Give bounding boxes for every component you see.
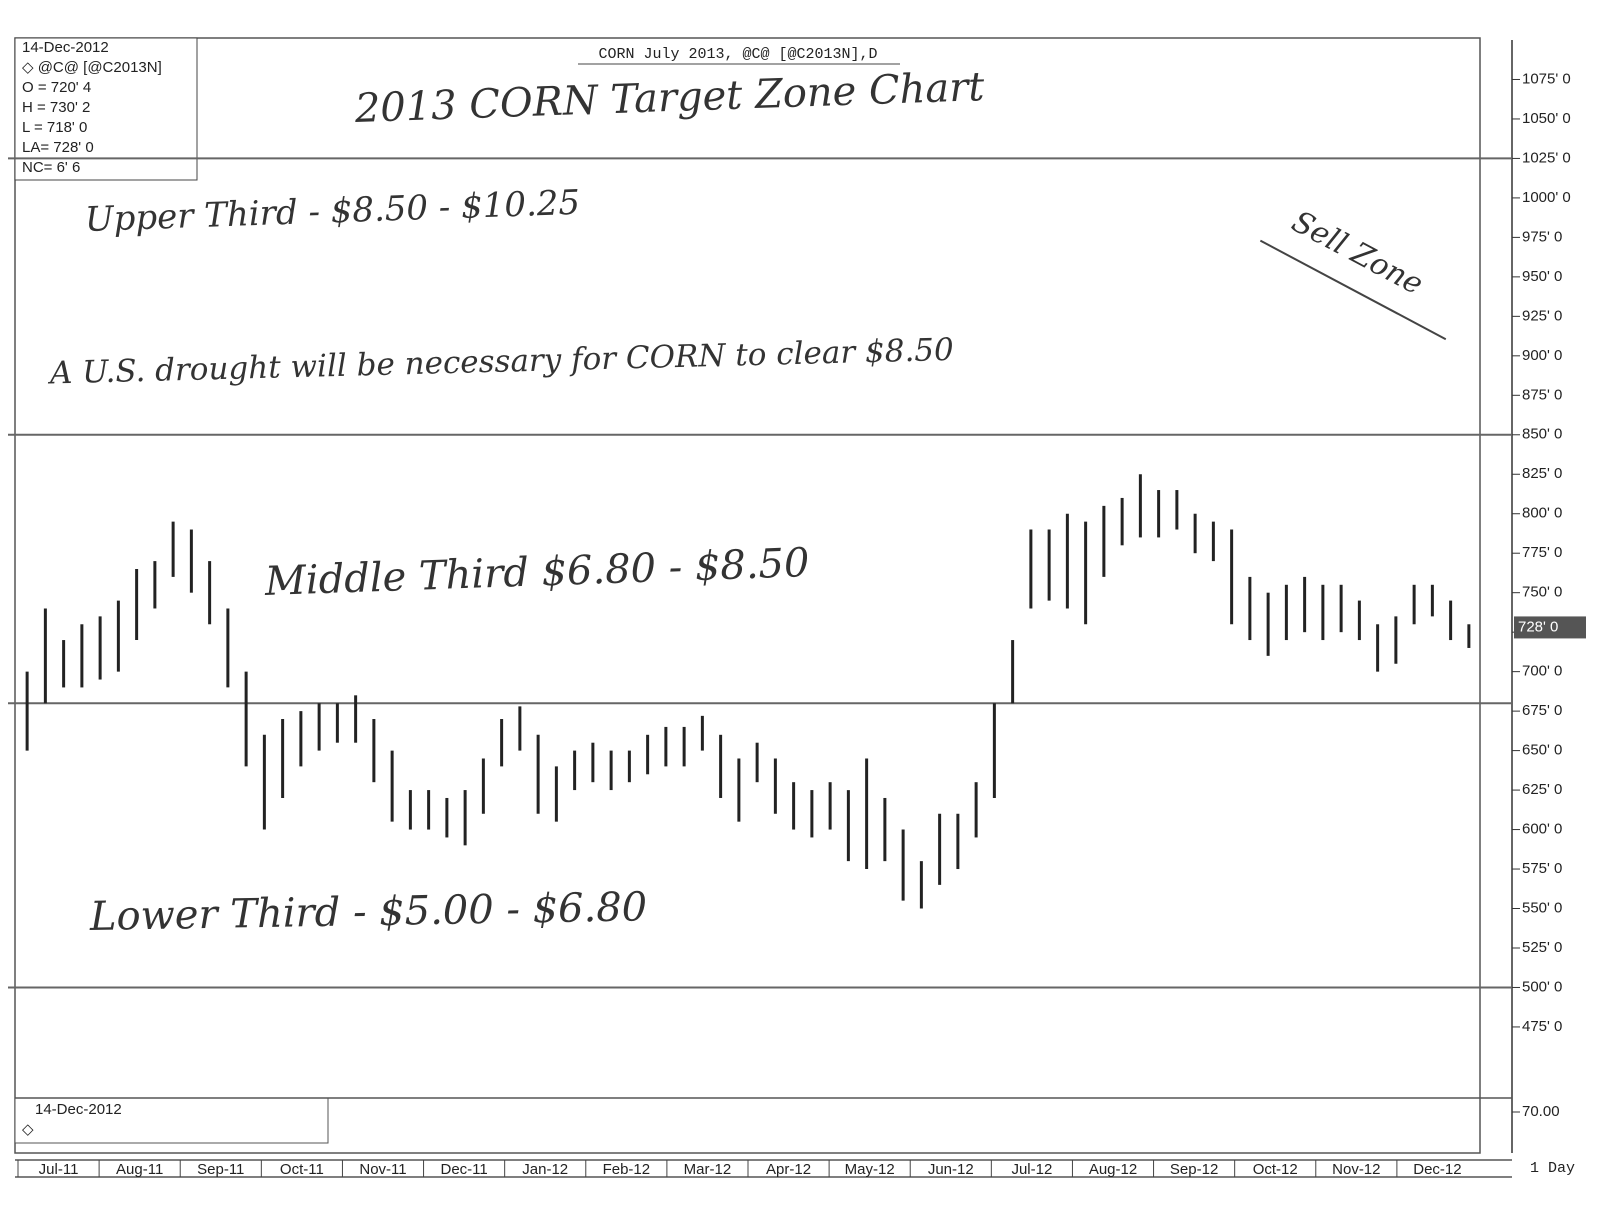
lower-third: Lower Third - $5.00 - $6.80: [89, 884, 648, 940]
y-tick-label: 775' 0: [1522, 544, 1562, 561]
x-tick-label: Oct-12: [1253, 1161, 1298, 1178]
y-tick-label: 1000' 0: [1522, 189, 1571, 206]
x-tick-label: Mar-12: [684, 1161, 732, 1178]
x-tick-label: Aug-12: [1089, 1161, 1137, 1178]
y-tick-label: 500' 0: [1522, 978, 1562, 995]
info-line: H = 730' 2: [22, 99, 90, 116]
y-tick-label: 625' 0: [1522, 781, 1562, 798]
x-tick-label: Aug-11: [116, 1161, 163, 1178]
y-tick-label: 675' 0: [1522, 702, 1562, 719]
interval: 1 Day: [1530, 1160, 1575, 1177]
y-tick-label: 750' 0: [1522, 584, 1562, 601]
x-tick-label: Sep-11: [197, 1161, 244, 1178]
y-tick-label: 850' 0: [1522, 426, 1562, 443]
lower-panel-tick-label: 70.00: [1522, 1103, 1560, 1120]
y-tick-label: 825' 0: [1522, 465, 1562, 482]
y-tick-label: 700' 0: [1522, 663, 1562, 680]
info-line: 14-Dec-2012: [22, 39, 109, 56]
x-tick-label: Apr-12: [766, 1161, 811, 1178]
x-tick-label: Nov-11: [359, 1161, 406, 1178]
info-line: LA= 728' 0: [22, 139, 94, 156]
x-tick-label: Jul-11: [39, 1161, 79, 1178]
y-tick-label: 1050' 0: [1522, 110, 1571, 127]
lower-panel-marker: ◇: [22, 1121, 34, 1138]
header: CORN July 2013, @C@ [@C2013N],D: [598, 46, 877, 63]
y-tick-label: 475' 0: [1522, 1018, 1562, 1035]
x-tick-label: Nov-12: [1332, 1161, 1380, 1178]
y-tick-label: 550' 0: [1522, 899, 1562, 916]
info-line: O = 720' 4: [22, 79, 91, 96]
y-tick-label: 1075' 0: [1522, 70, 1571, 87]
last-price-label: 728' 0: [1518, 618, 1558, 635]
x-tick-label: Jul-12: [1011, 1161, 1052, 1178]
x-tick-label: Jun-12: [928, 1161, 974, 1178]
x-tick-label: Sep-12: [1170, 1161, 1218, 1178]
x-tick-label: Dec-12: [1413, 1161, 1461, 1178]
y-tick-label: 925' 0: [1522, 307, 1562, 324]
frame: [14, 37, 1481, 1154]
y-tick-label: 975' 0: [1522, 228, 1562, 245]
x-tick-label: Feb-12: [603, 1161, 651, 1178]
x-tick-label: Jan-12: [522, 1161, 568, 1178]
x-tick-label: May-12: [845, 1161, 895, 1178]
lower-panel-date: 14-Dec-2012: [35, 1101, 122, 1118]
y-tick-label: 650' 0: [1522, 742, 1562, 759]
y-tick-label: 900' 0: [1522, 347, 1562, 364]
y-tick-label: 950' 0: [1522, 268, 1562, 285]
info-line: L = 718' 0: [22, 119, 87, 136]
x-tick-label: Dec-11: [440, 1161, 487, 1178]
y-tick-label: 1025' 0: [1522, 149, 1571, 166]
y-tick-label: 575' 0: [1522, 860, 1562, 877]
last-price-tag: [1514, 616, 1586, 639]
y-tick-label: 875' 0: [1522, 386, 1562, 403]
info-box: [14, 37, 198, 181]
y-tick-label: 800' 0: [1522, 505, 1562, 522]
info-line: NC= 6' 6: [22, 159, 80, 176]
y-tick-label: 600' 0: [1522, 821, 1562, 838]
sell-zone-underline: [1259, 239, 1447, 341]
x-tick-label: Oct-11: [280, 1161, 324, 1178]
info-line: ◇ @C@ [@C2013N]: [22, 59, 162, 76]
y-tick-label: 525' 0: [1522, 939, 1562, 956]
